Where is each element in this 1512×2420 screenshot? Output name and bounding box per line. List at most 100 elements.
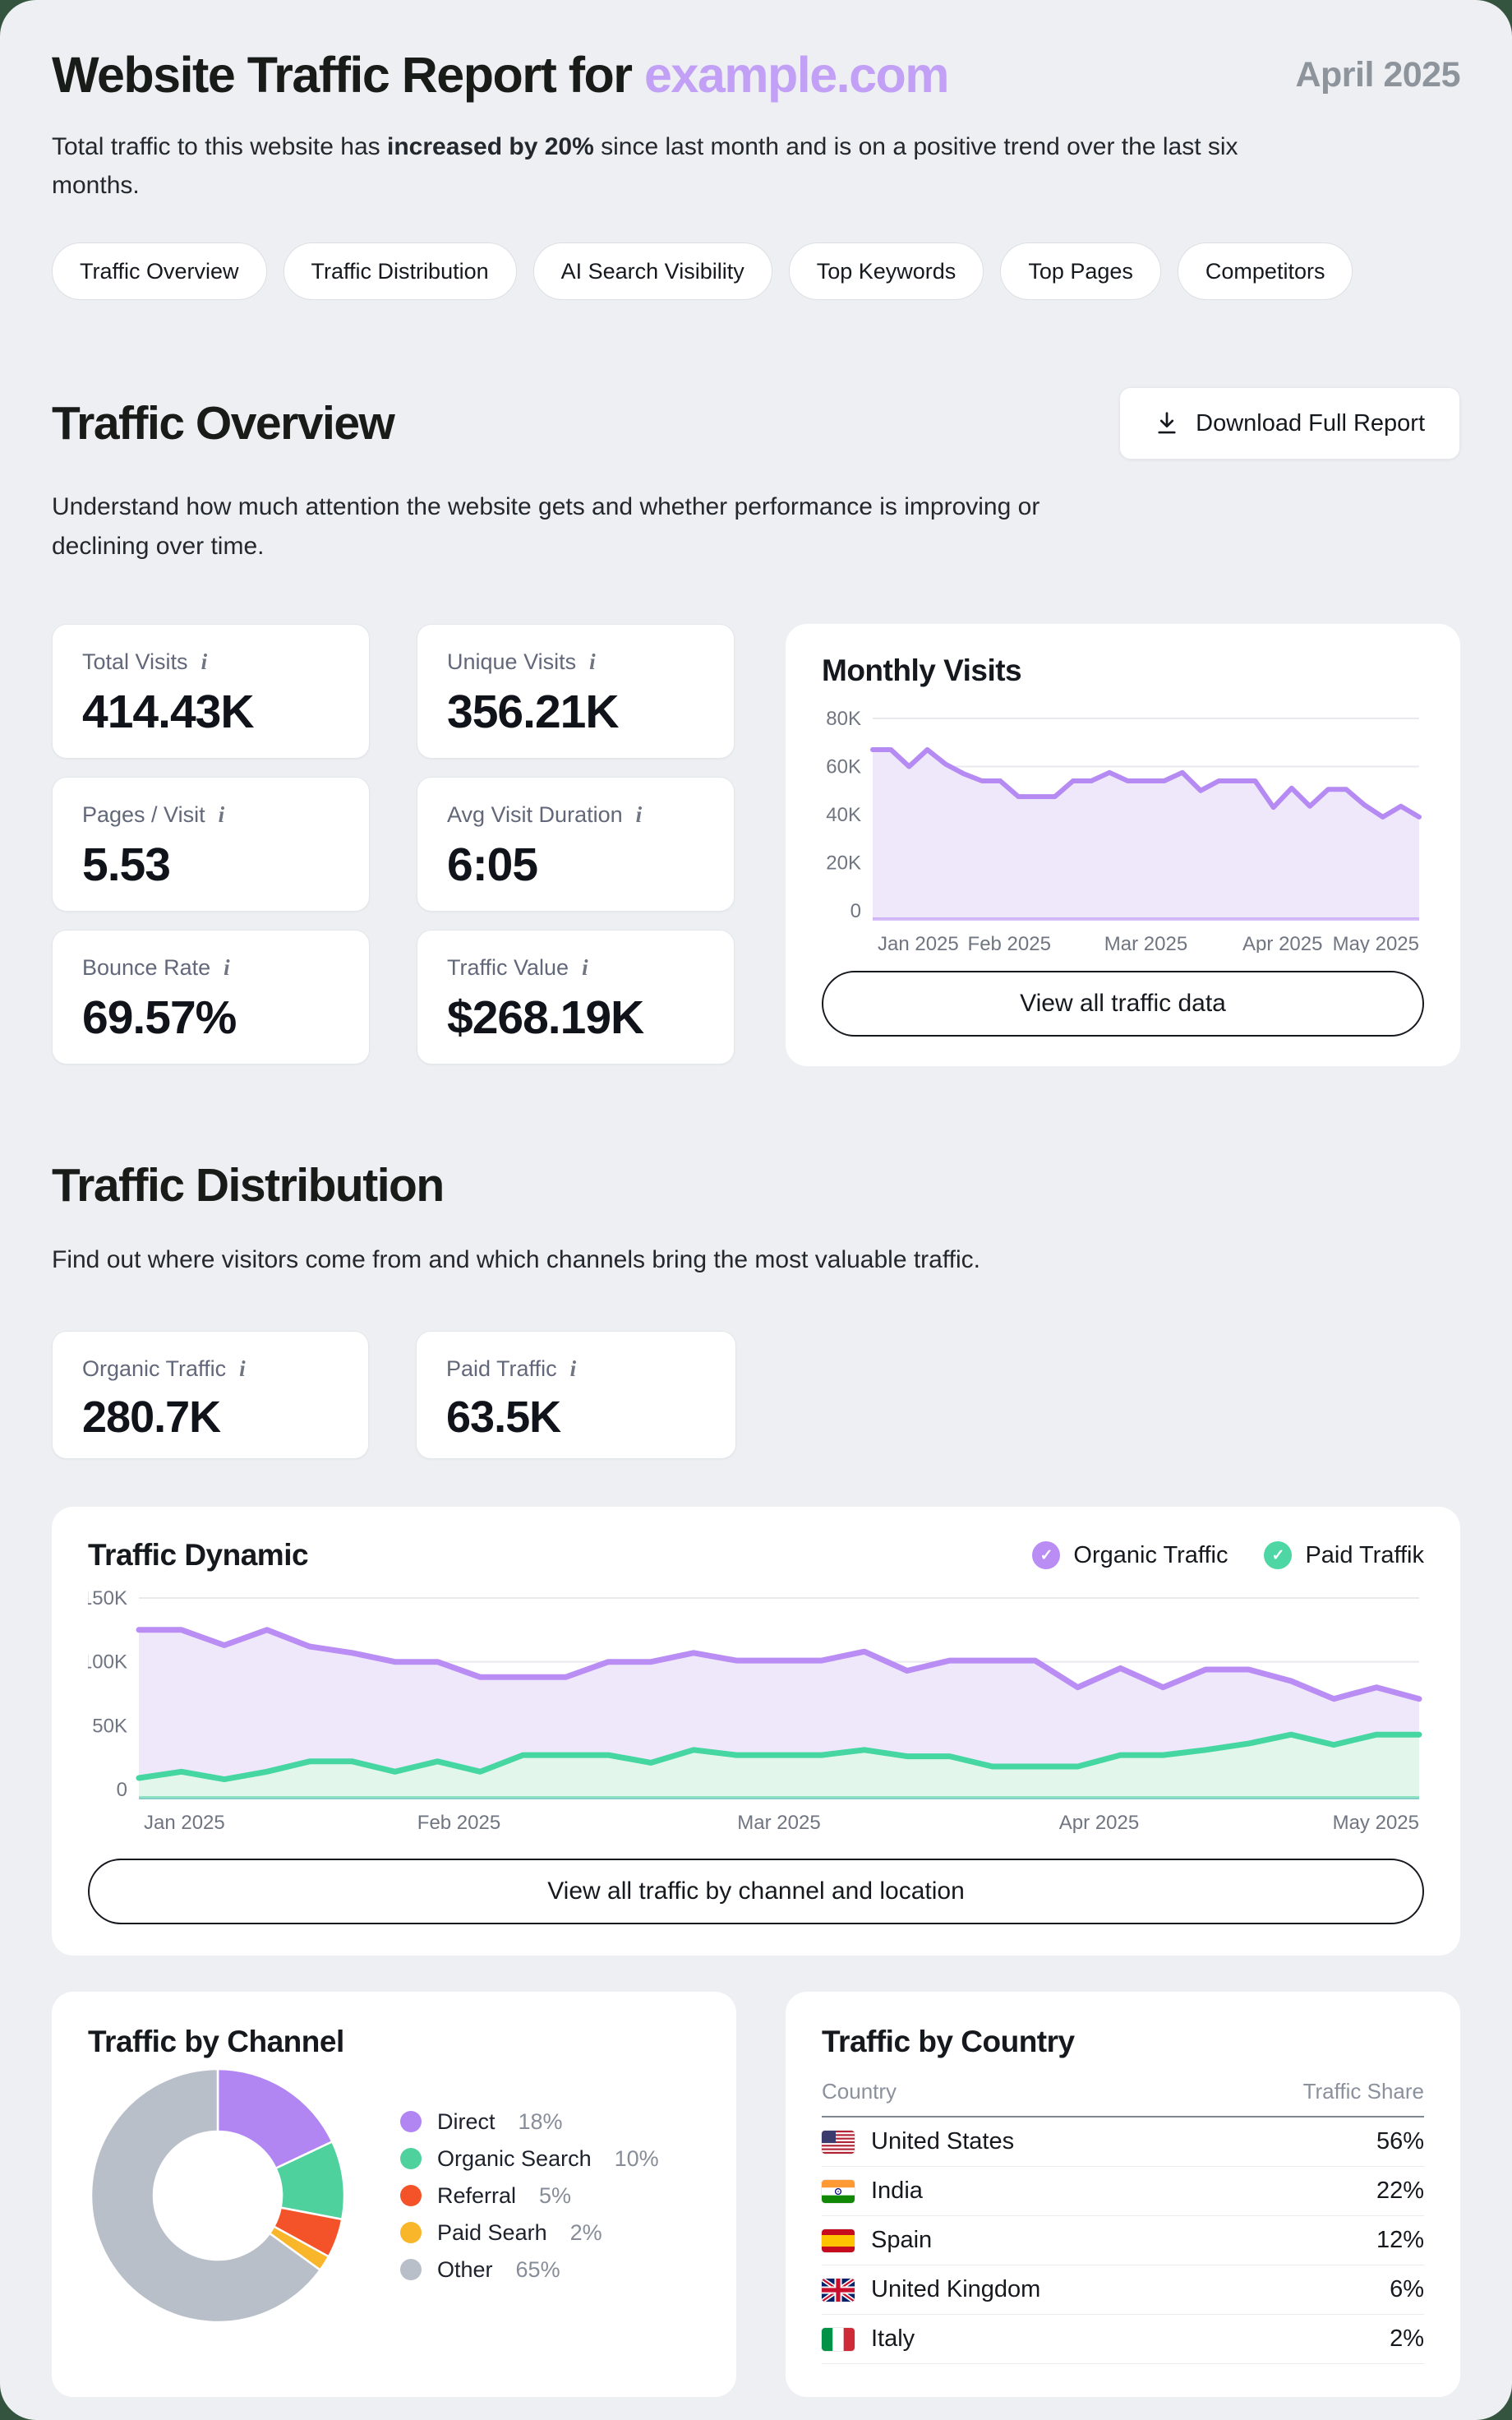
channel-legend-item-paid-searh: Paid Searh 2% [400,2220,659,2245]
monthly-visits-title: Monthly Visits [822,653,1022,687]
traffic-dynamic-title: Traffic Dynamic [88,1538,309,1572]
channel-color-dot [400,2259,422,2280]
channel-label: Organic Search [437,2146,592,2171]
channel-share: 18% [518,2109,563,2134]
stat-label: Unique Visits i [447,649,596,674]
traffic-by-channel-donut-chart [90,2067,346,2324]
overview-stats-grid: Total Visits i 414.43K Unique Visits i 356.21… [52,624,735,1066]
traffic-by-channel-title: Traffic by Channel [88,2025,344,2058]
traffic-overview-section: Traffic Overview Download Full Report Un… [52,387,1460,1066]
country-traffic-share: 56% [1209,2117,1424,2167]
info-icon[interactable]: i [218,802,225,827]
svg-text:Mar 2025: Mar 2025 [1104,933,1187,953]
download-full-report-button[interactable]: Download Full Report [1119,387,1460,460]
nav-pill-top-keywords[interactable]: Top Keywords [788,242,984,300]
country-name: Spain [871,2227,933,2253]
channel-legend-item-referral: Referral 5% [400,2183,659,2208]
channel-label: Referral [437,2183,517,2208]
svg-text:Feb 2025: Feb 2025 [417,1812,500,1834]
channel-share: 10% [614,2146,659,2171]
traffic-dynamic-panel: Traffic Dynamic ✓ Organic Traffic ✓ Paid Tr… [52,1507,1460,1956]
column-header-country: Country [822,2079,1210,2118]
traffic-distribution-heading: Traffic Distribution [52,1159,445,1212]
traffic-overview-heading: Traffic Overview [52,397,395,450]
stat-card-paid-traffic: Paid Traffic i 63.5K [416,1331,736,1459]
country-traffic-share: 12% [1209,2215,1424,2265]
info-icon[interactable]: i [569,1356,577,1381]
channel-label: Other [437,2257,493,2282]
traffic-by-channel-legend: Direct 18% Organic Search 10% Referral 5% Paid… [400,2109,659,2282]
channel-legend-item-organic-search: Organic Search 10% [400,2146,659,2171]
nav-pill-top-pages[interactable]: Top Pages [1000,242,1161,300]
traffic-dynamic-legend: ✓ Organic Traffic ✓ Paid Traffik [1032,1541,1424,1569]
country-row-united-kingdom: United Kingdom 6% [822,2265,1424,2315]
svg-text:80K: 80K [826,708,861,730]
svg-text:50K: 50K [92,1715,127,1737]
page-title: Website Traffic Report for example.com [52,47,950,103]
country-traffic-share: 6% [1209,2265,1424,2315]
traffic-dynamic-chart: 0 50K 100K 150K Jan 2025 Feb 2025 Mar 2025 Apr … [88,1587,1422,1834]
stat-card-pages-visit: Pages / Visit i 5.53 [52,777,370,912]
es-flag-icon [822,2228,855,2252]
nav-pill-traffic-overview[interactable]: Traffic Overview [52,242,267,300]
svg-text:May 2025: May 2025 [1333,933,1419,953]
stat-label: Traffic Value i [447,955,588,980]
svg-text:100K: 100K [88,1651,127,1674]
nav-pill-competitors[interactable]: Competitors [1177,242,1353,300]
stat-card-total-visits: Total Visits i 414.43K [52,624,370,759]
view-all-traffic-by-channel-button[interactable]: View all traffic by channel and location [88,1859,1424,1924]
svg-text:Feb 2025: Feb 2025 [968,933,1051,953]
traffic-by-channel-panel: Traffic by Channel Direct 18% Organic Sear… [52,1992,736,2397]
svg-text:150K: 150K [88,1587,127,1609]
legend-item-organic-traffic[interactable]: ✓ Organic Traffic [1032,1541,1228,1569]
stat-value: 280.7K [82,1392,221,1442]
stat-value: $268.19K [447,991,644,1044]
traffic-by-country-title: Traffic by Country [822,2025,1075,2058]
stat-card-organic-traffic: Organic Traffic i 280.7K [52,1331,369,1459]
channel-label: Direct [437,2109,496,2134]
nav-pill-ai-search-visibility[interactable]: AI Search Visibility [532,242,772,300]
svg-text:Apr 2025: Apr 2025 [1059,1812,1139,1834]
channel-color-dot [400,2148,422,2169]
distribution-stats-grid: Organic Traffic i 280.7K Paid Traffic i 63.5K [52,1331,736,1459]
legend-check-icon: ✓ [1264,1541,1293,1569]
report-header: Website Traffic Report for example.com A… [52,46,1460,104]
report-period: April 2025 [1295,54,1460,95]
report-summary: Total traffic to this website has increa… [52,133,1238,199]
info-icon[interactable]: i [201,649,208,674]
summary-highlight: increased by 20% [386,133,594,160]
stat-label: Avg Visit Duration i [447,802,643,827]
download-icon [1158,412,1176,434]
nav-pill-traffic-distribution[interactable]: Traffic Distribution [283,242,517,300]
info-icon[interactable]: i [589,649,596,674]
channel-label: Paid Searh [437,2220,547,2245]
country-row-india: India 22% [822,2166,1424,2216]
channel-color-dot [400,2111,422,2132]
stat-label: Total Visits i [82,649,208,674]
country-row-united-states: United States 56% [822,2117,1424,2167]
svg-text:60K: 60K [826,756,861,778]
info-icon[interactable]: i [635,802,643,827]
donut-slice-direct [216,2067,334,2170]
info-icon[interactable]: i [224,955,230,980]
info-icon[interactable]: i [239,1356,246,1381]
info-icon[interactable]: i [582,955,588,980]
gb-flag-icon [822,2278,855,2302]
stat-value: 414.43K [82,686,255,738]
channel-color-dot [400,2185,422,2206]
stat-card-bounce-rate: Bounce Rate i 69.57% [52,930,370,1065]
channel-legend-item-direct: Direct 18% [400,2109,659,2134]
traffic-overview-description: Understand how much attention the websit… [52,493,1040,560]
country-name: Italy [871,2325,915,2352]
in-flag-icon [822,2179,855,2203]
country-name: India [871,2178,923,2204]
stat-label: Bounce Rate i [82,955,230,980]
svg-text:0: 0 [117,1779,127,1801]
stat-card-traffic-value: Traffic Value i $268.19K [417,930,735,1065]
stat-value: 69.57% [82,991,237,1044]
view-all-traffic-data-button[interactable]: View all traffic data [822,971,1424,1037]
legend-item-paid-traffik[interactable]: ✓ Paid Traffik [1264,1541,1424,1569]
stat-label: Organic Traffic i [82,1356,246,1381]
svg-text:Mar 2025: Mar 2025 [737,1812,820,1834]
